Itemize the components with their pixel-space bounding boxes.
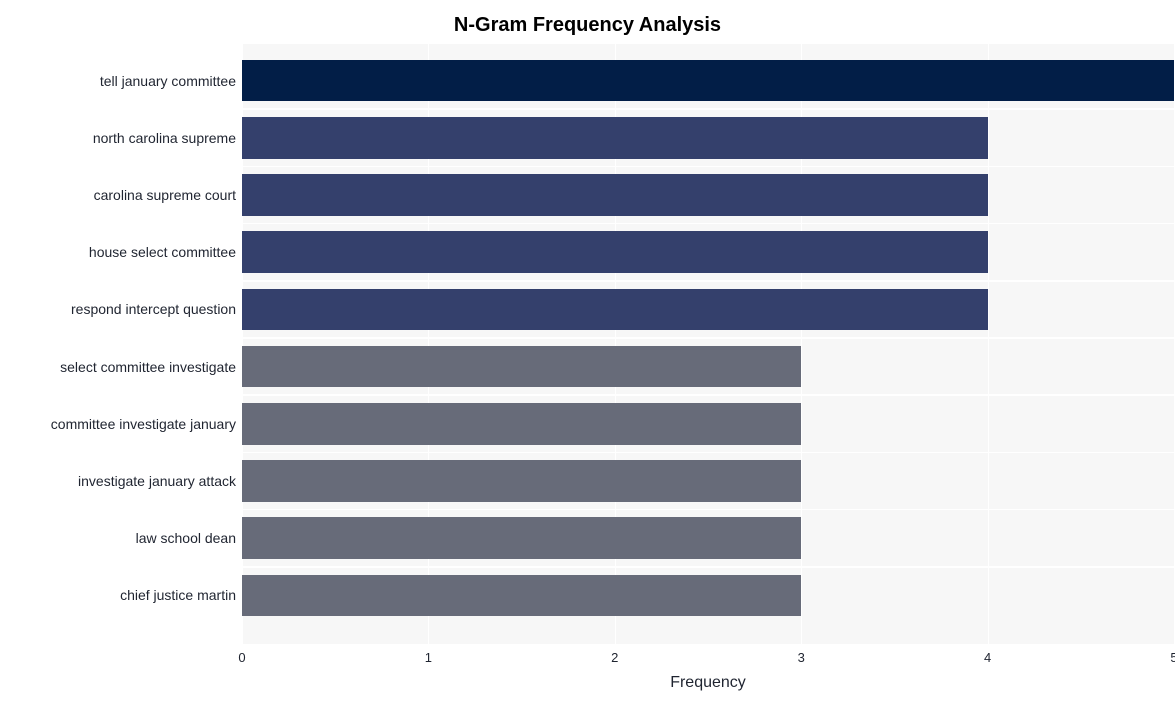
- y-tick-label: law school dean: [136, 530, 236, 546]
- y-tick-label: committee investigate january: [51, 416, 236, 432]
- y-tick-label: carolina supreme court: [94, 187, 236, 203]
- y-tick-label: select committee investigate: [60, 359, 236, 375]
- x-axis-title: Frequency: [242, 674, 1174, 692]
- y-tick-label: chief justice martin: [120, 587, 236, 603]
- x-tick-label: 4: [984, 644, 991, 665]
- x-tick-label: 1: [425, 644, 432, 665]
- y-tick-label: north carolina supreme: [93, 130, 236, 146]
- x-tick-label: 5: [1170, 644, 1175, 665]
- bar: [242, 346, 801, 388]
- ngram-chart: N-Gram Frequency Analysis tell january c…: [8, 8, 1167, 693]
- bar: [242, 117, 988, 159]
- x-tick-label: 3: [798, 644, 805, 665]
- bar: [242, 517, 801, 559]
- grid-band: [242, 44, 1174, 53]
- y-tick-label: house select committee: [89, 244, 236, 260]
- plot-area: tell january committeenorth carolina sup…: [242, 44, 1174, 644]
- y-tick-label: tell january committee: [100, 73, 236, 89]
- bar: [242, 403, 801, 445]
- bar: [242, 575, 801, 617]
- x-tick-label: 2: [611, 644, 618, 665]
- bar: [242, 174, 988, 216]
- bar: [242, 60, 1174, 102]
- bar: [242, 231, 988, 273]
- grid-band: [242, 623, 1174, 644]
- grid-vline: [988, 44, 989, 644]
- y-tick-label: investigate january attack: [78, 473, 236, 489]
- bar: [242, 460, 801, 502]
- x-tick-label: 0: [238, 644, 245, 665]
- chart-title: N-Gram Frequency Analysis: [8, 14, 1167, 37]
- y-tick-label: respond intercept question: [71, 301, 236, 317]
- bar: [242, 289, 988, 331]
